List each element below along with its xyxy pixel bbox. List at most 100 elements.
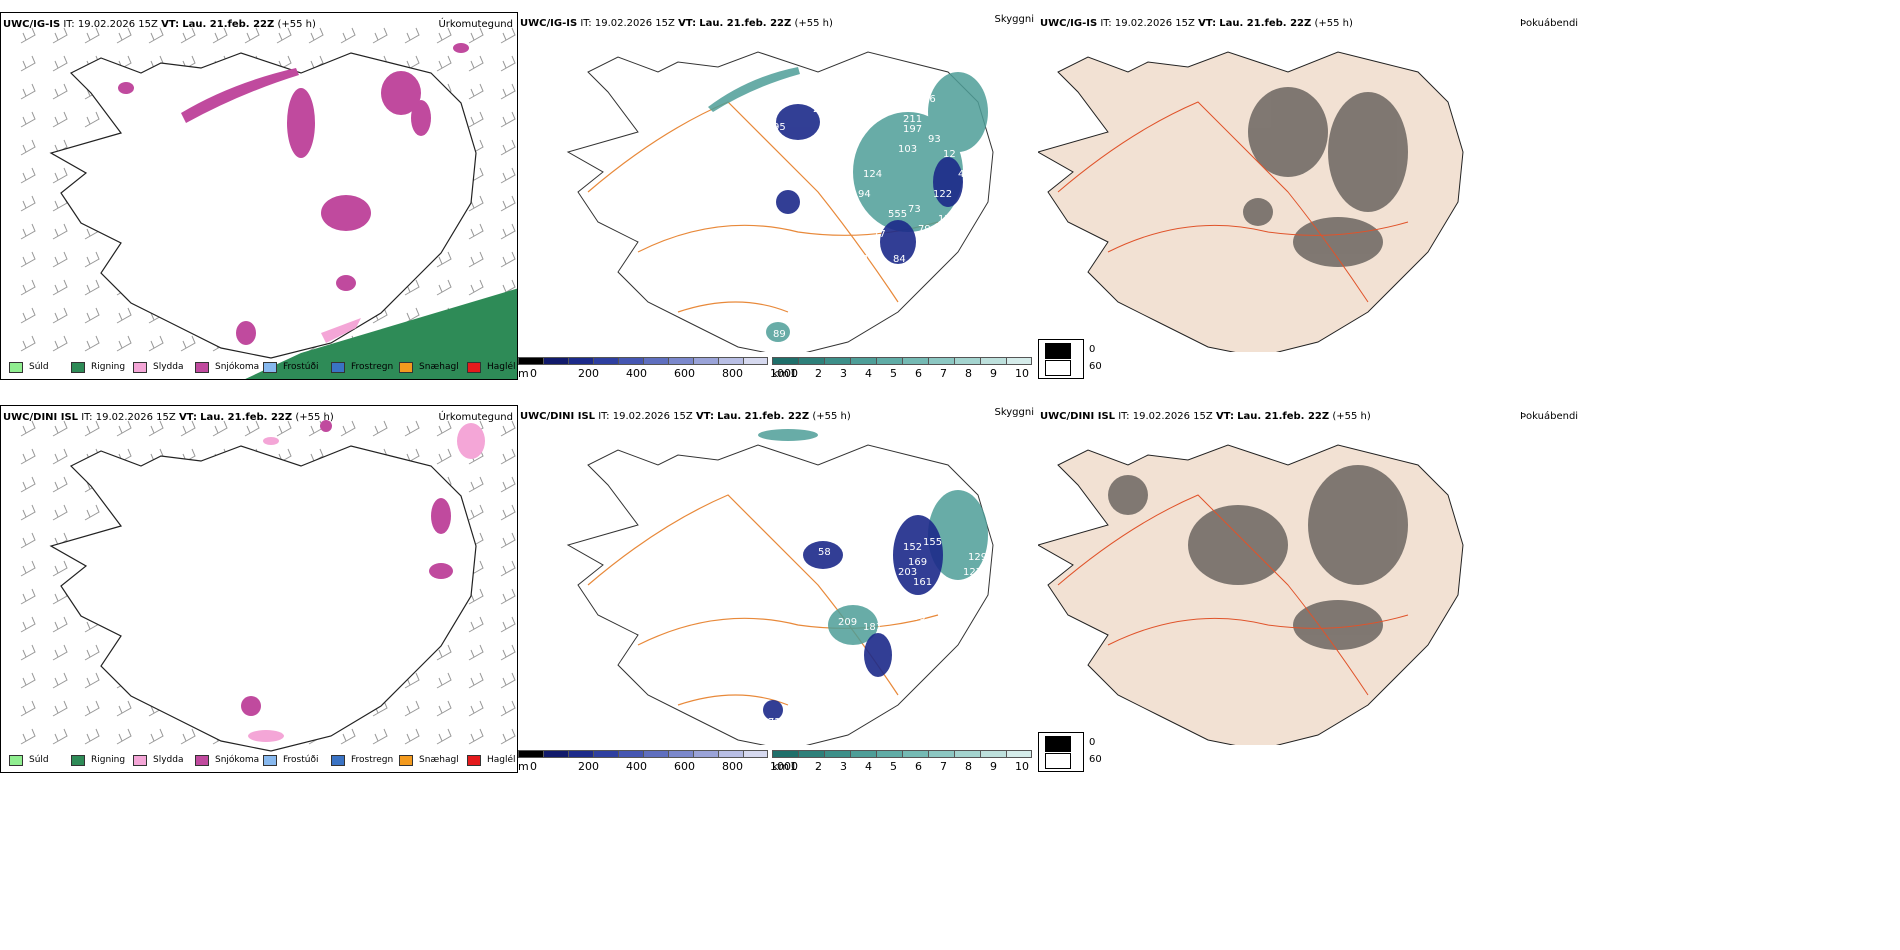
legend-item-3: Snjókoma [195, 754, 259, 766]
colorbar-segment [954, 750, 980, 758]
wind-barb [52, 55, 68, 72]
wind-barb [500, 616, 516, 633]
wind-barb [500, 420, 516, 437]
wind-barb [116, 420, 132, 437]
wind-barb [20, 27, 36, 44]
valid-time: Lau. 21.feb. 22Z [1219, 18, 1312, 29]
wind-barb [20, 644, 36, 661]
ceiling-label: 72 [768, 717, 781, 728]
legend-label: Frostúði [283, 755, 319, 765]
ceiling-colorbar [518, 357, 768, 365]
visibility-colorbar [772, 357, 1032, 365]
ceiling-label: 151 [823, 134, 842, 145]
panel-header: UWC/IG-IS IT: 19.02.2026 15Z VT: Lau. 21… [3, 19, 316, 30]
colorbar-unit: km [772, 760, 790, 773]
ceiling-label: 155 [923, 537, 942, 548]
snow-areas [118, 43, 469, 345]
valid-label: VT: [1198, 18, 1217, 29]
legend-item-2: Slydda [133, 754, 183, 766]
fog-shading [1243, 87, 1408, 267]
colorbar-tick: 10 [1015, 760, 1029, 773]
sleet-area [321, 318, 361, 343]
lead-time: (+55 h) [1314, 18, 1353, 29]
wind-barb [84, 251, 100, 268]
colorbar-segment [518, 357, 543, 365]
ceiling-label: 95 [773, 122, 786, 133]
wind-barb [20, 476, 36, 493]
ceiling-label: 181 [863, 622, 882, 633]
legend-swatch [71, 361, 85, 373]
wind-barb [20, 700, 36, 717]
wind-barb [84, 700, 100, 717]
wind-barb [436, 644, 452, 661]
wind-barb [500, 27, 516, 44]
wind-barb [340, 420, 356, 437]
iceland-outline [566, 444, 994, 745]
colorbar-tick: 7 [940, 367, 947, 380]
wind-barb [468, 55, 484, 72]
ceiling-label: 109 [823, 224, 842, 235]
panel-header: UWC/DINI ISL IT: 19.02.2026 15Z VT: Lau.… [520, 411, 851, 422]
wind-barb [468, 504, 484, 521]
fog-label-low: 0 [1089, 344, 1096, 355]
legend-swatch [9, 361, 23, 373]
precip-map-bottom [20, 420, 516, 752]
wind-barb [20, 111, 36, 128]
legend-swatch [71, 754, 85, 766]
legend-swatch [467, 754, 481, 766]
colorbar-tick: 600 [674, 760, 695, 773]
wind-barb [84, 728, 100, 745]
ceiling-label: 203 [898, 567, 917, 578]
ceiling-label: 60 [863, 284, 876, 295]
colorbar-segment [928, 357, 954, 365]
wind-barb [500, 644, 516, 661]
colorbar-tick: 800 [722, 760, 743, 773]
legend-label: Snæhagl [419, 362, 459, 372]
valid-label: VT: [695, 411, 714, 422]
colorbar-tick: 9 [990, 760, 997, 773]
wind-barb [500, 139, 516, 156]
ceiling-label: 220 [813, 104, 832, 115]
init-time: IT: 19.02.2026 15Z [81, 412, 176, 423]
legend-swatch [195, 361, 209, 373]
wind-barb [52, 420, 68, 437]
colorbar-segment [902, 357, 928, 365]
wind-barb [468, 223, 484, 240]
visibility-title: Skyggni [994, 14, 1034, 25]
wind-barb [500, 223, 516, 240]
precip-panel-bottom: UWC/DINI ISL IT: 19.02.2026 15Z VT: Lau.… [0, 405, 518, 773]
model-name: UWC/IG-IS [3, 19, 61, 30]
colorbar-segment [902, 750, 928, 758]
model-name: UWC/DINI ISL [3, 412, 79, 423]
wind-barb [436, 27, 452, 44]
wind-barb [500, 83, 516, 100]
legend-swatch [195, 754, 209, 766]
wind-barb [20, 448, 36, 465]
colorbar-tick: 5 [890, 367, 897, 380]
wind-barb [52, 27, 68, 44]
lead-time: (+55 h) [812, 411, 851, 422]
wind-barb [436, 420, 452, 437]
init-time: IT: 19.02.2026 15Z [1118, 411, 1213, 422]
model-name: UWC/DINI ISL [1040, 411, 1116, 422]
wind-barb [308, 27, 324, 44]
legend-item-5: Frostregn [331, 361, 393, 373]
colorbar-tick: 4 [865, 760, 872, 773]
wind-barb [52, 251, 68, 268]
colorbar-segment [593, 357, 618, 365]
colorbar-tick: 8 [965, 760, 972, 773]
panel-header: UWC/DINI ISL IT: 19.02.2026 15Z VT: Lau.… [3, 412, 334, 423]
colorbar-segment [668, 357, 693, 365]
colorbar-tick: 200 [578, 760, 599, 773]
colorbar-tick: 2 [815, 760, 822, 773]
wind-barb [468, 672, 484, 689]
fog-panel-bottom: UWC/DINI ISL IT: 19.02.2026 15Z VT: Lau.… [1038, 405, 1900, 773]
colorbar-tick: 3 [840, 367, 847, 380]
ceiling-label: 79 [918, 224, 931, 235]
colorbar-segment [643, 750, 668, 758]
colorbar-tick: 1000 [770, 367, 798, 380]
ceiling-label: 58 [818, 547, 831, 558]
wind-barb [84, 420, 100, 437]
iceland-land [1038, 444, 1464, 745]
